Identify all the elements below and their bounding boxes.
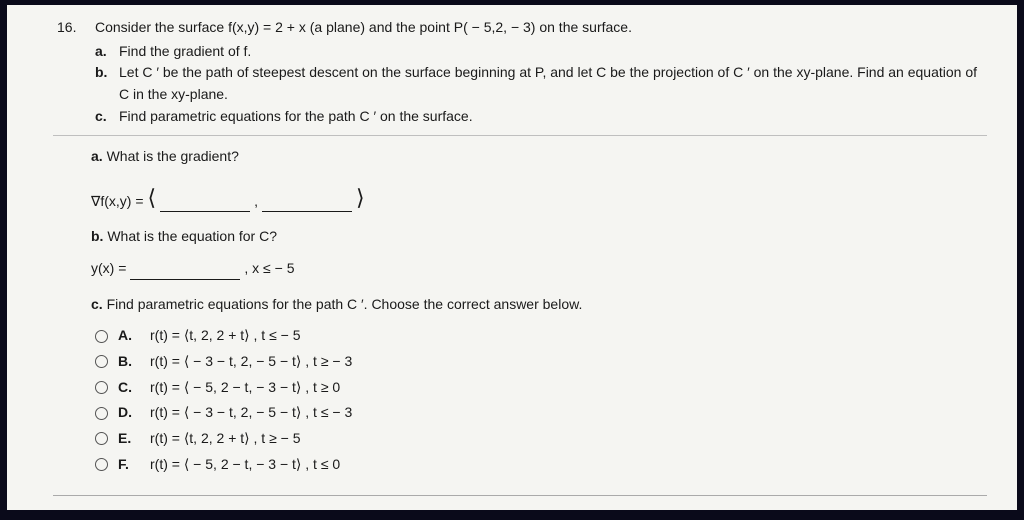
- yx-lhs: y(x) =: [91, 258, 126, 280]
- answer-section-c: c. Find parametric equations for the pat…: [91, 294, 987, 476]
- radio-icon[interactable]: [95, 432, 108, 445]
- yx-blank[interactable]: [130, 266, 240, 280]
- question-stem: Consider the surface f(x,y) = 2 + x (a p…: [95, 17, 632, 39]
- choice-label: F.: [118, 454, 136, 476]
- yx-tail: , x ≤ − 5: [244, 258, 294, 280]
- radio-icon[interactable]: [95, 355, 108, 368]
- question-header: 16. Consider the surface f(x,y) = 2 + x …: [57, 17, 987, 39]
- radio-icon[interactable]: [95, 330, 108, 343]
- prompt-text: Find parametric equations for the path C…: [107, 296, 583, 312]
- prompt-text: What is the equation for C?: [107, 228, 277, 244]
- part-label: a.: [95, 41, 113, 63]
- choice-f[interactable]: F. r(t) = ⟨ − 5, 2 − t, − 3 − t⟩ , t ≤ 0: [95, 454, 987, 476]
- gradient-blank-1[interactable]: [160, 198, 250, 212]
- lparen-icon: ⟨: [148, 181, 157, 215]
- part-label: c.: [95, 106, 113, 128]
- answer-section-a: a. What is the gradient? ∇f(x,y) = ⟨ , ⟩: [91, 146, 987, 212]
- prompt-b-heading: b. What is the equation for C?: [91, 226, 987, 248]
- prompt-label: b.: [91, 228, 103, 244]
- choice-label: B.: [118, 351, 136, 373]
- choice-text: r(t) = ⟨t, 2, 2 + t⟩ , t ≥ − 5: [150, 428, 301, 450]
- rparen-icon: ⟩: [356, 181, 365, 215]
- prompt-text: What is the gradient?: [107, 148, 239, 164]
- choice-a[interactable]: A. r(t) = ⟨t, 2, 2 + t⟩ , t ≤ − 5: [95, 325, 987, 347]
- worksheet-page: 16. Consider the surface f(x,y) = 2 + x …: [7, 5, 1017, 510]
- choice-c[interactable]: C. r(t) = ⟨ − 5, 2 − t, − 3 − t⟩ , t ≥ 0: [95, 377, 987, 399]
- prompt-a-heading: a. What is the gradient?: [91, 146, 987, 168]
- separator: ,: [254, 191, 258, 213]
- question-number: 16.: [57, 17, 85, 39]
- prompt-label: a.: [91, 148, 103, 164]
- yx-input-line: y(x) = , x ≤ − 5: [91, 258, 987, 280]
- choice-text: r(t) = ⟨ − 3 − t, 2, − 5 − t⟩ , t ≥ − 3: [150, 351, 352, 373]
- choice-list: A. r(t) = ⟨t, 2, 2 + t⟩ , t ≤ − 5 B. r(t…: [91, 325, 987, 475]
- part-b: b. Let C ′ be the path of steepest desce…: [95, 62, 987, 105]
- gradient-input-line: ∇f(x,y) = ⟨ , ⟩: [91, 178, 987, 212]
- choice-label: C.: [118, 377, 136, 399]
- choice-label: A.: [118, 325, 136, 347]
- prompt-label: c.: [91, 296, 103, 312]
- part-text: Let C ′ be the path of steepest descent …: [119, 62, 987, 105]
- choice-d[interactable]: D. r(t) = ⟨ − 3 − t, 2, − 5 − t⟩ , t ≤ −…: [95, 402, 987, 424]
- radio-icon[interactable]: [95, 381, 108, 394]
- gradient-blank-2[interactable]: [262, 198, 352, 212]
- choice-text: r(t) = ⟨ − 5, 2 − t, − 3 − t⟩ , t ≤ 0: [150, 454, 340, 476]
- gradient-lhs: ∇f(x,y) =: [91, 191, 144, 213]
- radio-icon[interactable]: [95, 407, 108, 420]
- choice-e[interactable]: E. r(t) = ⟨t, 2, 2 + t⟩ , t ≥ − 5: [95, 428, 987, 450]
- prompt-c-heading: c. Find parametric equations for the pat…: [91, 294, 987, 316]
- part-a: a. Find the gradient of f.: [95, 41, 987, 63]
- part-c: c. Find parametric equations for the pat…: [95, 106, 987, 128]
- divider: [53, 135, 987, 136]
- choice-label: D.: [118, 402, 136, 424]
- choice-text: r(t) = ⟨ − 5, 2 − t, − 3 − t⟩ , t ≥ 0: [150, 377, 340, 399]
- radio-icon[interactable]: [95, 458, 108, 471]
- part-label: b.: [95, 62, 113, 105]
- choice-text: r(t) = ⟨ − 3 − t, 2, − 5 − t⟩ , t ≤ − 3: [150, 402, 352, 424]
- question-parts: a. Find the gradient of f. b. Let C ′ be…: [95, 41, 987, 128]
- choice-label: E.: [118, 428, 136, 450]
- choice-b[interactable]: B. r(t) = ⟨ − 3 − t, 2, − 5 − t⟩ , t ≥ −…: [95, 351, 987, 373]
- choice-text: r(t) = ⟨t, 2, 2 + t⟩ , t ≤ − 5: [150, 325, 301, 347]
- part-text: Find parametric equations for the path C…: [119, 106, 473, 128]
- bottom-divider: [53, 495, 987, 496]
- part-text: Find the gradient of f.: [119, 41, 251, 63]
- answer-section-b: b. What is the equation for C? y(x) = , …: [91, 226, 987, 279]
